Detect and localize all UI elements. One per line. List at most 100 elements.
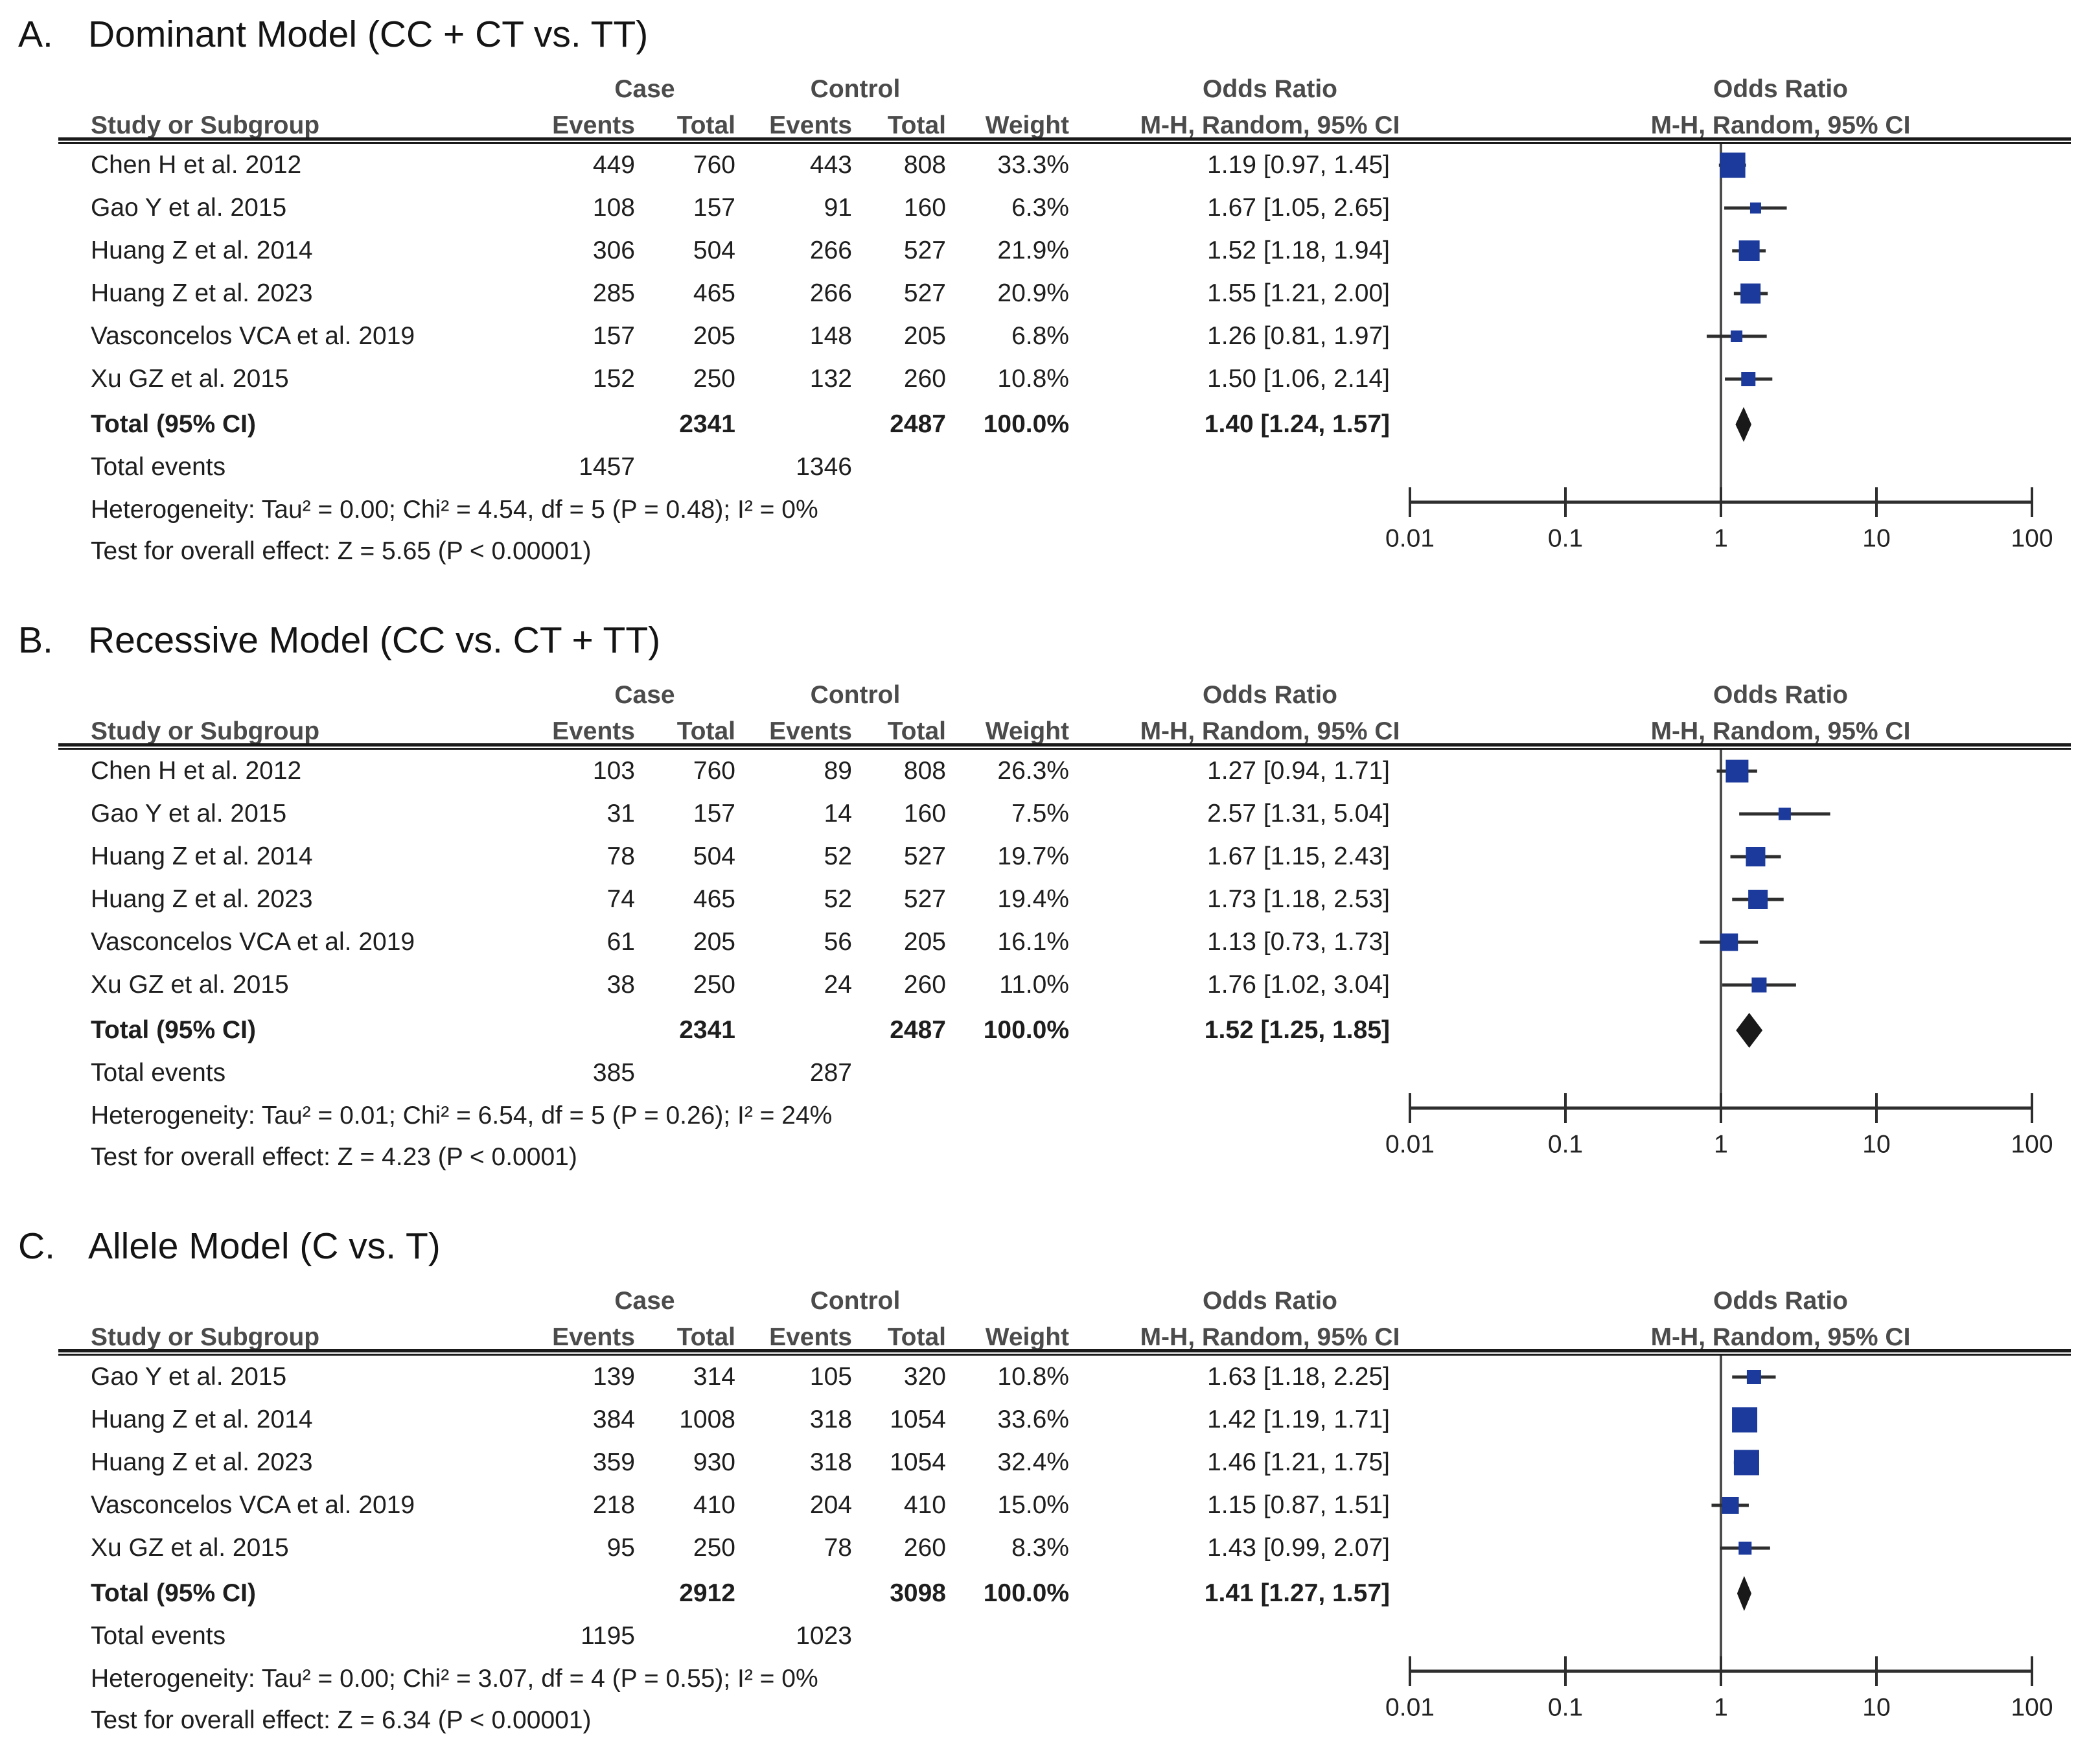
heterogeneity-row: Heterogeneity: Tau² = 0.00; Chi² = 3.07,… xyxy=(0,1658,2100,1700)
or-ci-cell: 1.26 [0.81, 1.97] xyxy=(1207,322,1390,350)
total-or-ci: 1.41 [1.27, 1.57] xyxy=(1204,1579,1390,1607)
case-events-cell: 61 xyxy=(606,928,635,956)
panel-title: Allele Model (C vs. T) xyxy=(88,1225,441,1267)
study-row: Xu GZ et al. 2015 38 250 24 260 11.0% 1.76 [1.… xyxy=(0,964,1425,1006)
col-header-mh-ci-text: M-H, Random, 95% CI xyxy=(1140,111,1400,139)
control-events-cell: 56 xyxy=(824,928,852,956)
case-total-cell: 760 xyxy=(693,151,735,179)
control-total-cell: 205 xyxy=(903,928,946,956)
study-row: Gao Y et al. 2015 108 157 91 160 6.3% 1.67 [1.… xyxy=(0,187,1425,229)
case-events-cell: 449 xyxy=(592,151,635,179)
case-total-cell: 157 xyxy=(693,194,735,222)
case-events-cell: 218 xyxy=(592,1491,635,1519)
study-row: Vasconcelos VCA et al. 2019 157 205 148 205 6… xyxy=(0,315,1425,358)
panel-allele-model: C. Allele Model (C vs. T) Case Control O… xyxy=(0,1212,2100,1749)
weight-cell: 33.6% xyxy=(997,1406,1069,1433)
control-events-cell: 132 xyxy=(809,365,852,393)
or-ci-cell: 1.76 [1.02, 3.04] xyxy=(1207,971,1390,999)
study-name-cell: Vasconcelos VCA et al. 2019 xyxy=(91,322,415,350)
control-events-cell: 443 xyxy=(809,151,852,179)
weight-cell: 6.3% xyxy=(1011,194,1069,222)
total-control-n: 3098 xyxy=(890,1579,946,1607)
total-events-case: 1195 xyxy=(581,1622,635,1650)
study-row: Vasconcelos VCA et al. 2019 218 410 204 410 1… xyxy=(0,1484,1425,1527)
case-total-cell: 465 xyxy=(693,279,735,307)
control-events-cell: 266 xyxy=(809,279,852,307)
header-rule xyxy=(58,743,2071,750)
total-weight: 100.0% xyxy=(983,1016,1069,1044)
case-total-cell: 504 xyxy=(693,237,735,264)
col-header-control-total: Total xyxy=(887,1323,946,1351)
col-header-study: Study or Subgroup xyxy=(91,111,320,139)
col-group-case: Case xyxy=(614,681,675,709)
control-events-cell: 89 xyxy=(824,757,852,785)
control-total-cell: 808 xyxy=(903,151,946,179)
col-group-odds-ratio-text: Odds Ratio xyxy=(1202,1287,1338,1315)
total-events-row: Total events 1195 1023 xyxy=(0,1615,2100,1658)
study-row: Huang Z et al. 2023 285 465 266 527 20.9% 1.55… xyxy=(0,272,1425,315)
panel-letter: C. xyxy=(18,1225,55,1267)
study-name-cell: Gao Y et al. 2015 xyxy=(91,800,287,828)
col-header-control-total: Total xyxy=(887,717,946,745)
case-events-cell: 285 xyxy=(592,279,635,307)
panel-recessive-model: B. Recessive Model (CC vs. CT + TT) Case… xyxy=(0,606,2100,1212)
heterogeneity-text: Heterogeneity: Tau² = 0.00; Chi² = 4.54,… xyxy=(91,496,818,524)
heterogeneity-text: Heterogeneity: Tau² = 0.01; Chi² = 6.54,… xyxy=(91,1102,833,1129)
col-header-case-events: Events xyxy=(552,717,635,745)
case-total-cell: 930 xyxy=(693,1448,735,1476)
col-header-case-events: Events xyxy=(552,1323,635,1351)
case-total-cell: 410 xyxy=(693,1491,735,1519)
or-ci-cell: 1.50 [1.06, 2.14] xyxy=(1207,365,1390,393)
case-total-cell: 205 xyxy=(693,322,735,350)
col-header-mh-ci-plot: M-H, Random, 95% CI xyxy=(1650,1323,1911,1351)
case-events-cell: 384 xyxy=(592,1406,635,1433)
col-group-control: Control xyxy=(810,1287,901,1315)
total-control-n: 2487 xyxy=(890,1016,946,1044)
case-events-cell: 306 xyxy=(592,237,635,264)
case-total-cell: 250 xyxy=(693,1534,735,1562)
study-name-cell: Huang Z et al. 2023 xyxy=(91,1448,313,1476)
overall-effect-row: Test for overall effect: Z = 6.34 (P < 0… xyxy=(0,1699,2100,1742)
study-row: Gao Y et al. 2015 139 314 105 320 10.8% 1.63 [… xyxy=(0,1356,1425,1398)
total-label: Total (95% CI) xyxy=(91,1579,256,1607)
total-events-label: Total events xyxy=(91,1059,226,1087)
weight-cell: 26.3% xyxy=(997,757,1069,785)
total-label: Total (95% CI) xyxy=(91,1016,256,1044)
study-name-cell: Huang Z et al. 2023 xyxy=(91,885,313,913)
total-events-row: Total events 1457 1346 xyxy=(0,446,2100,489)
total-events-control: 1346 xyxy=(796,453,852,481)
or-ci-cell: 1.67 [1.15, 2.43] xyxy=(1207,842,1390,870)
case-events-cell: 108 xyxy=(592,194,635,222)
control-events-cell: 24 xyxy=(824,971,852,999)
study-row: Gao Y et al. 2015 31 157 14 160 7.5% 2.57 [1.3… xyxy=(0,793,1425,835)
or-ci-cell: 1.73 [1.18, 2.53] xyxy=(1207,885,1390,913)
case-total-cell: 760 xyxy=(693,757,735,785)
control-total-cell: 410 xyxy=(903,1491,946,1519)
study-row: Huang Z et al. 2023 74 465 52 527 19.4% 1.73 [… xyxy=(0,878,1425,921)
total-case-n: 2912 xyxy=(679,1579,735,1607)
study-name-cell: Huang Z et al. 2014 xyxy=(91,1406,313,1433)
study-rows: Gao Y et al. 2015 139 314 105 320 10.8% 1.63 [… xyxy=(0,1212,2100,1749)
or-ci-cell: 1.15 [0.87, 1.51] xyxy=(1207,1491,1390,1519)
control-total-cell: 527 xyxy=(903,279,946,307)
col-header-study: Study or Subgroup xyxy=(91,1323,320,1351)
control-total-cell: 527 xyxy=(903,237,946,264)
case-total-cell: 504 xyxy=(693,842,735,870)
col-header-case-events: Events xyxy=(552,111,635,139)
study-name-cell: Chen H et al. 2012 xyxy=(91,757,302,785)
study-name-cell: Huang Z et al. 2023 xyxy=(91,279,313,307)
total-or-ci: 1.40 [1.24, 1.57] xyxy=(1204,410,1390,438)
case-total-cell: 250 xyxy=(693,971,735,999)
col-header-weight: Weight xyxy=(985,111,1069,139)
panel-letter: A. xyxy=(18,14,53,55)
case-events-cell: 31 xyxy=(606,800,635,828)
case-total-cell: 205 xyxy=(693,928,735,956)
control-events-cell: 52 xyxy=(824,842,852,870)
or-ci-cell: 1.42 [1.19, 1.71] xyxy=(1207,1406,1390,1433)
control-total-cell: 205 xyxy=(903,322,946,350)
weight-cell: 19.4% xyxy=(997,885,1069,913)
weight-cell: 7.5% xyxy=(1011,800,1069,828)
study-row: Huang Z et al. 2014 384 1008 318 1054 33.6% 1.… xyxy=(0,1398,1425,1441)
weight-cell: 19.7% xyxy=(997,842,1069,870)
